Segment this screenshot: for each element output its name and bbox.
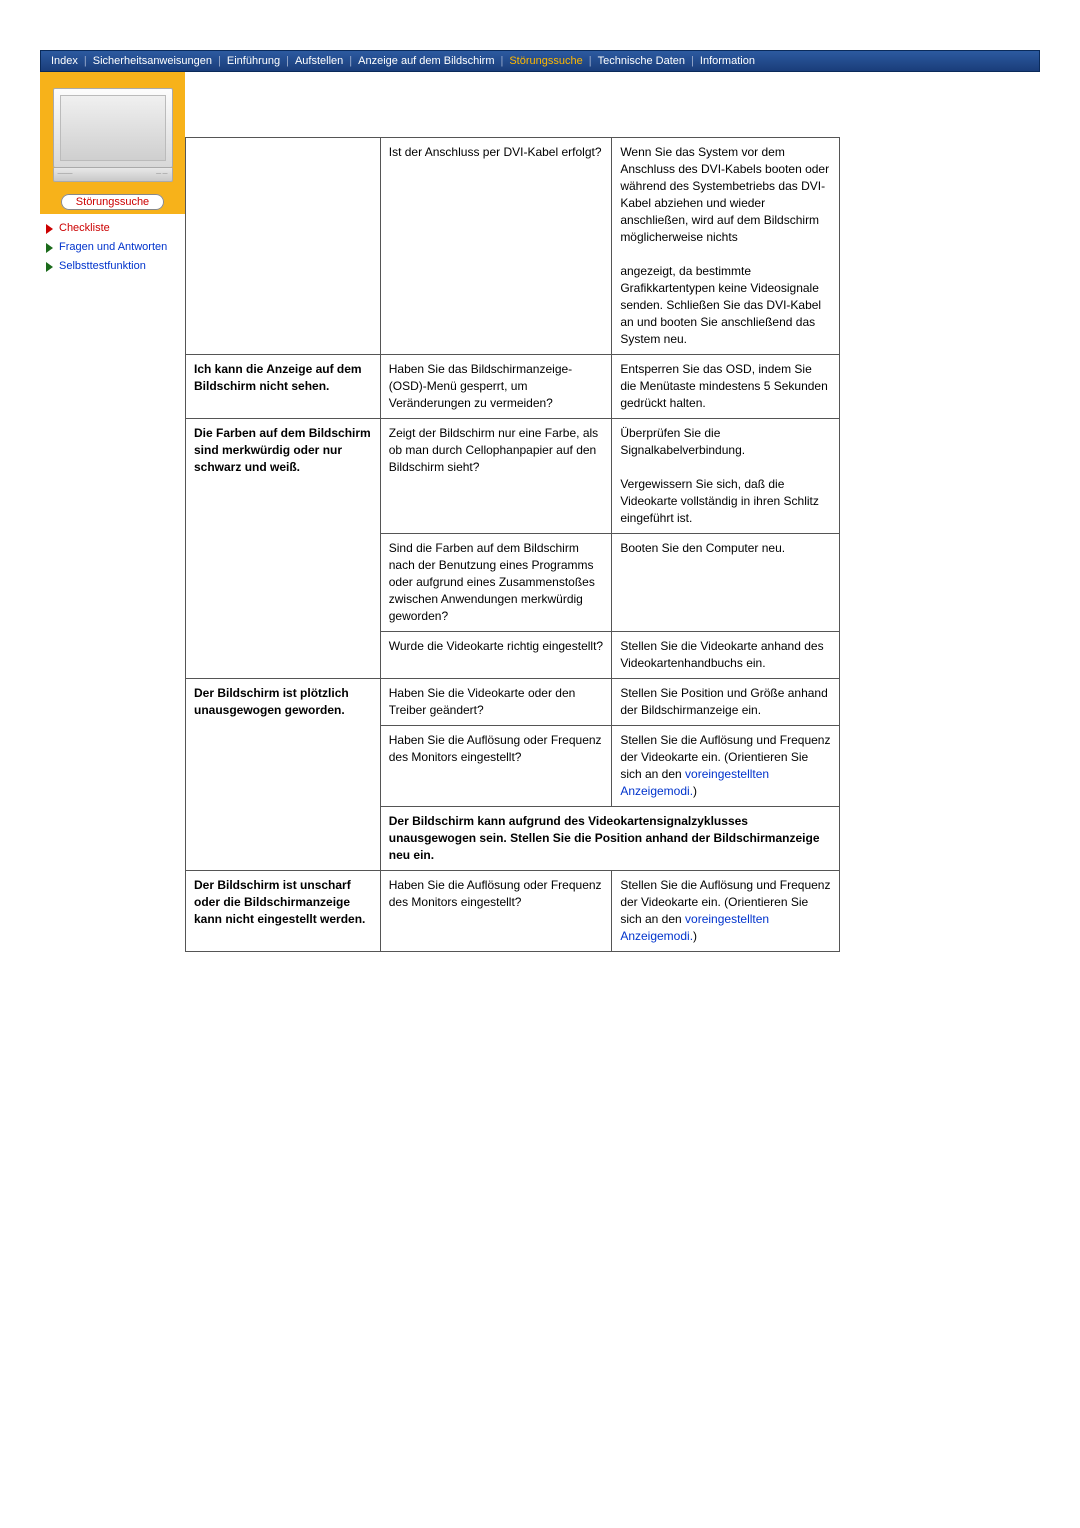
- sidebar-item-selbsttestfunktion[interactable]: Selbsttestfunktion: [46, 260, 185, 273]
- table-cell: Wenn Sie das System vor dem Anschluss de…: [612, 138, 840, 355]
- nav-separator: |: [286, 55, 289, 67]
- sidebar-item-label: Checkliste: [59, 222, 110, 235]
- table-body: Ist der Anschluss per DVI-Kabel erfolgt?…: [186, 138, 840, 952]
- table-cell: Stellen Sie die Auflösung und Frequenz d…: [612, 726, 840, 807]
- triangle-icon: [46, 262, 53, 272]
- sidebar: ———— — Störungssuche Checkliste Fragen un…: [40, 72, 185, 279]
- nav-item-anzeige-auf-dem-bildschirm[interactable]: Anzeige auf dem Bildschirm: [358, 55, 494, 67]
- table-cell: Der Bildschirm ist plötzlich unausgewoge…: [186, 679, 381, 871]
- table-row: Der Bildschirm ist plötzlich unausgewoge…: [186, 679, 840, 726]
- nav-item-einf-hrung[interactable]: Einführung: [227, 55, 280, 67]
- sidebar-item-label: Selbsttestfunktion: [59, 260, 146, 273]
- nav-item-technische-daten[interactable]: Technische Daten: [598, 55, 685, 67]
- body-wrap: ———— — Störungssuche Checkliste Fragen un…: [40, 72, 1040, 952]
- table-cell: Sind die Farben auf dem Bildschirm nach …: [380, 534, 612, 632]
- triangle-icon: [46, 224, 53, 234]
- table-cell: Haben Sie die Auflösung oder Frequenz de…: [380, 871, 612, 952]
- sidebar-item-fragen-und-antworten[interactable]: Fragen und Antworten: [46, 241, 185, 254]
- top-nav: Index | Sicherheitsanweisungen | Einführung |…: [40, 50, 1040, 72]
- table-cell: Wurde die Videokarte richtig eingestellt…: [380, 632, 612, 679]
- nav-item-index[interactable]: Index: [51, 55, 78, 67]
- inline-link[interactable]: voreingestellten Anzeigemodi.: [620, 767, 769, 798]
- sidebar-item-label: Fragen und Antworten: [59, 241, 167, 254]
- table-cell: Haben Sie das Bildschirmanzeige-(OSD)-Me…: [380, 355, 612, 419]
- nav-separator: |: [589, 55, 592, 67]
- inline-link[interactable]: voreingestellten Anzeigemodi.: [620, 912, 769, 943]
- table-cell: Haben Sie die Videokarte oder den Treibe…: [380, 679, 612, 726]
- table-row: Die Farben auf dem Bildschirm sind merkw…: [186, 419, 840, 534]
- nav-item-aufstellen[interactable]: Aufstellen: [295, 55, 343, 67]
- table-cell: Ist der Anschluss per DVI-Kabel erfolgt?: [380, 138, 612, 355]
- table-row: Der Bildschirm ist unscharf oder die Bil…: [186, 871, 840, 952]
- table-cell: Überprüfen Sie die Signalkabelverbindung…: [612, 419, 840, 534]
- nav-item-st-rungssuche[interactable]: Störungssuche: [509, 55, 582, 67]
- sidebar-title-label: Störungssuche: [61, 194, 164, 210]
- triangle-icon: [46, 243, 53, 253]
- nav-item-sicherheitsanweisungen[interactable]: Sicherheitsanweisungen: [93, 55, 212, 67]
- table-cell: Haben Sie die Auflösung oder Frequenz de…: [380, 726, 612, 807]
- sidebar-item-checkliste[interactable]: Checkliste: [46, 222, 185, 235]
- troubleshooting-table: Ist der Anschluss per DVI-Kabel erfolgt?…: [185, 137, 840, 952]
- page-root: Index | Sicherheitsanweisungen | Einführung |…: [0, 0, 1080, 1528]
- monitor-thumbnail: ———— —: [40, 72, 185, 192]
- table-cell: Stellen Sie die Videokarte anhand des Vi…: [612, 632, 840, 679]
- nav-separator: |: [218, 55, 221, 67]
- sidebar-list: Checkliste Fragen und Antworten Selbsttest…: [40, 214, 185, 273]
- content-area: Ist der Anschluss per DVI-Kabel erfolgt?…: [185, 72, 1040, 952]
- nav-separator: |: [691, 55, 694, 67]
- table-row: Ich kann die Anzeige auf dem Bildschirm …: [186, 355, 840, 419]
- table-cell: Booten Sie den Computer neu.: [612, 534, 840, 632]
- table-cell: Der Bildschirm kann aufgrund des Videoka…: [380, 807, 839, 871]
- table-cell: Stellen Sie Position und Größe anhand de…: [612, 679, 840, 726]
- nav-item-information[interactable]: Information: [700, 55, 755, 67]
- nav-separator: |: [349, 55, 352, 67]
- table-cell: Entsperren Sie das OSD, indem Sie die Me…: [612, 355, 840, 419]
- table-cell: Zeigt der Bildschirm nur eine Farbe, als…: [380, 419, 612, 534]
- table-cell: Ich kann die Anzeige auf dem Bildschirm …: [186, 355, 381, 419]
- table-cell: [186, 138, 381, 355]
- monitor-icon: ———— —: [53, 88, 173, 183]
- nav-separator: |: [84, 55, 87, 67]
- sidebar-title: Störungssuche: [40, 192, 185, 214]
- table-cell: Stellen Sie die Auflösung und Frequenz d…: [612, 871, 840, 952]
- table-cell: Die Farben auf dem Bildschirm sind merkw…: [186, 419, 381, 679]
- table-cell: Der Bildschirm ist unscharf oder die Bil…: [186, 871, 381, 952]
- table-row: Ist der Anschluss per DVI-Kabel erfolgt?…: [186, 138, 840, 355]
- nav-separator: |: [500, 55, 503, 67]
